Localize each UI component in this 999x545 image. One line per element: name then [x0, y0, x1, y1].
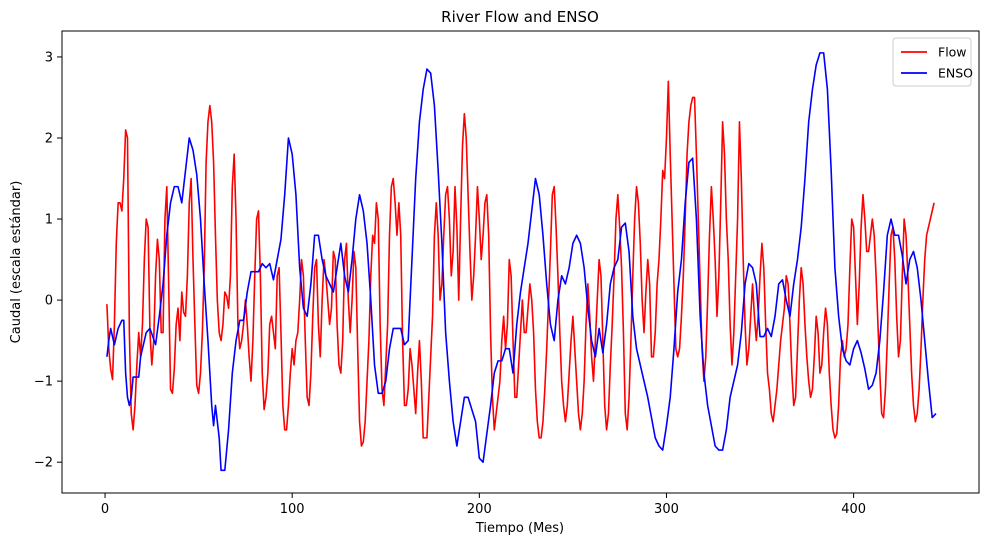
- y-axis: −2 −1 0 1 2 3: [34, 50, 62, 471]
- y-tick-label: −1: [34, 375, 53, 390]
- plot-lines: [106, 52, 937, 472]
- y-axis-label: Caudal (escala estándar): [9, 181, 24, 344]
- x-tick-label: 400: [841, 502, 866, 517]
- plot-frame: [61, 30, 980, 494]
- x-axis-label: Tiempo (Mes): [475, 521, 564, 536]
- x-tick-label: 100: [280, 502, 305, 517]
- x-tick-label: 200: [467, 502, 492, 517]
- legend-box: [892, 37, 972, 87]
- x-tick-label: 0: [101, 502, 109, 517]
- y-tick-label: 2: [45, 131, 53, 146]
- x-axis: 0 100 200 300 400: [101, 493, 866, 517]
- y-tick-label: −2: [34, 456, 53, 471]
- x-tick-label: 300: [654, 502, 679, 517]
- y-tick-label: 3: [45, 50, 53, 65]
- y-tick-label: 0: [45, 294, 53, 309]
- legend-label-flow: Flow: [938, 45, 967, 60]
- legend: Flow ENSO: [892, 37, 973, 87]
- series-line-enso: [106, 52, 937, 472]
- y-tick-label: 1: [45, 213, 53, 228]
- legend-label-enso: ENSO: [938, 66, 973, 81]
- chart-title: River Flow and ENSO: [441, 8, 599, 26]
